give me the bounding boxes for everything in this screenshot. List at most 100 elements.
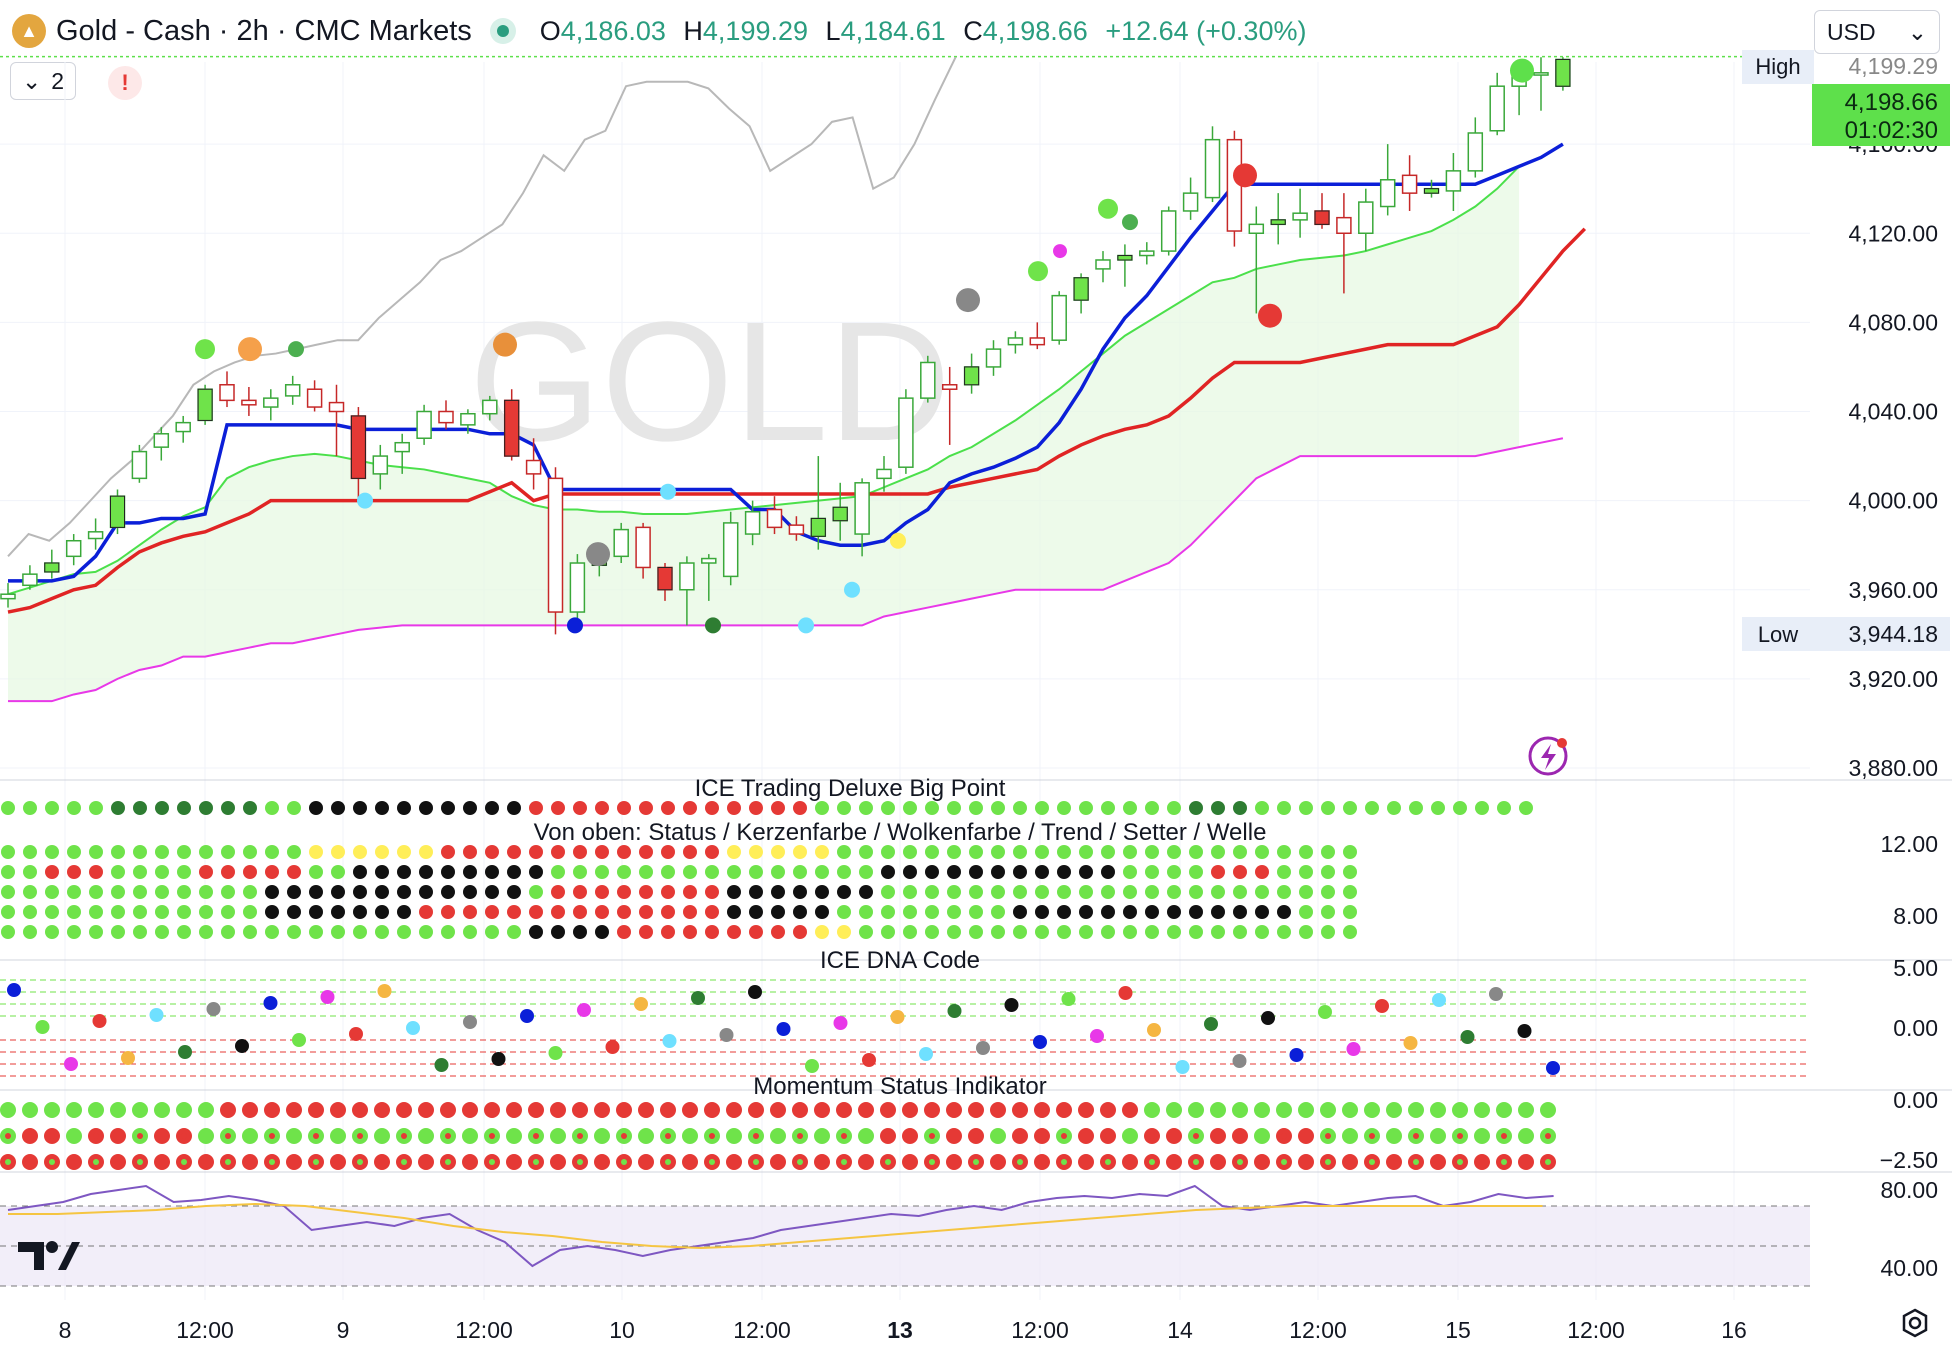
symbol-title[interactable]: Gold - Cash · 2h · CMC Markets bbox=[56, 14, 472, 47]
candle bbox=[569, 562, 586, 613]
status-dot bbox=[815, 885, 829, 899]
y-tick-label: 3,880.00 bbox=[1848, 755, 1938, 781]
dna-dot bbox=[719, 1028, 734, 1042]
status-dot bbox=[287, 845, 301, 859]
status-dot bbox=[1211, 925, 1225, 939]
candle bbox=[941, 384, 958, 390]
momentum-core bbox=[533, 1159, 539, 1165]
momentum-core bbox=[1501, 1133, 1507, 1139]
status-dot bbox=[1211, 845, 1225, 859]
status-dot bbox=[1013, 885, 1027, 899]
status-dot bbox=[67, 845, 81, 859]
candle bbox=[788, 524, 805, 535]
status-dot bbox=[573, 801, 587, 815]
signal-dot bbox=[956, 288, 980, 313]
status-dot bbox=[727, 925, 741, 939]
momentum-dot bbox=[110, 1154, 126, 1170]
settings-icon[interactable] bbox=[1900, 1308, 1930, 1343]
momentum-core bbox=[841, 1133, 847, 1139]
x-tick-label: 12:00 bbox=[176, 1317, 234, 1343]
status-dot bbox=[1343, 885, 1357, 899]
candle bbox=[219, 384, 235, 402]
momentum-core bbox=[1193, 1159, 1199, 1165]
status-dot bbox=[529, 865, 543, 879]
status-dot bbox=[1079, 801, 1093, 815]
dna-dot bbox=[662, 1034, 677, 1048]
momentum-dot bbox=[1034, 1128, 1050, 1144]
status-dot bbox=[177, 905, 191, 919]
signal-dot bbox=[195, 339, 215, 360]
candle bbox=[1051, 294, 1067, 341]
dna-dot bbox=[121, 1051, 135, 1065]
last-price-value: 4,198.66 bbox=[1845, 89, 1938, 116]
status-dot bbox=[1277, 845, 1291, 859]
momentum-core bbox=[1017, 1133, 1023, 1139]
status-dot bbox=[1101, 925, 1115, 939]
market-open-icon bbox=[489, 18, 516, 44]
status-dot bbox=[1101, 885, 1115, 899]
status-dot bbox=[1013, 865, 1027, 879]
momentum-dot bbox=[374, 1154, 390, 1170]
currency-select[interactable]: USD ⌄ bbox=[1814, 10, 1940, 54]
momentum-core bbox=[357, 1133, 363, 1139]
alert-icon[interactable]: ! bbox=[108, 66, 142, 100]
momentum-dot bbox=[726, 1102, 742, 1118]
candle-signal bbox=[1073, 277, 1089, 301]
status-dot bbox=[1145, 905, 1159, 919]
momentum-dot bbox=[1078, 1128, 1094, 1144]
status-dot bbox=[221, 925, 235, 939]
status-dot bbox=[551, 885, 565, 899]
dna-dot bbox=[1261, 1011, 1275, 1025]
signal-dot bbox=[1510, 58, 1534, 83]
dna-dot bbox=[292, 1033, 306, 1047]
momentum-dot bbox=[1518, 1128, 1534, 1144]
lightning-icon[interactable] bbox=[1528, 736, 1568, 776]
status-dot bbox=[177, 925, 191, 939]
status-dot bbox=[859, 885, 873, 899]
status-dot bbox=[507, 801, 521, 815]
momentum-core bbox=[797, 1133, 803, 1139]
status-dot bbox=[45, 865, 59, 879]
status-dot bbox=[881, 865, 895, 879]
status-dot bbox=[969, 801, 983, 815]
status-dot bbox=[331, 885, 345, 899]
signal-dot bbox=[1258, 303, 1282, 328]
tradingview-logo-icon[interactable] bbox=[16, 1238, 80, 1279]
status-dot bbox=[485, 865, 499, 879]
status-dot bbox=[1013, 845, 1027, 859]
status-dot bbox=[859, 801, 873, 815]
momentum-dot bbox=[88, 1102, 104, 1118]
status-dot bbox=[969, 925, 983, 939]
status-dot bbox=[639, 925, 653, 939]
momentum-dot bbox=[462, 1102, 478, 1118]
momentum-dot bbox=[902, 1102, 918, 1118]
momentum-dot bbox=[748, 1102, 764, 1118]
dna-dot bbox=[1375, 999, 1389, 1013]
candle bbox=[898, 397, 914, 468]
dna-dot bbox=[605, 1040, 620, 1054]
status-dot bbox=[1343, 845, 1357, 859]
momentum-core bbox=[1501, 1159, 1507, 1165]
dna-dot bbox=[149, 1008, 164, 1022]
status-dot bbox=[1343, 865, 1357, 879]
indicator-collapse-button[interactable]: ⌄ 2 bbox=[10, 62, 76, 100]
momentum-dot bbox=[198, 1102, 214, 1118]
momentum-dot bbox=[418, 1128, 434, 1144]
momentum-core bbox=[973, 1133, 979, 1139]
status-dot bbox=[67, 865, 81, 879]
dna-dot bbox=[1090, 1029, 1104, 1043]
status-dot bbox=[1, 801, 15, 815]
momentum-dot bbox=[22, 1102, 38, 1118]
chart-header: ▲ Gold - Cash · 2h · CMC Markets O4,186.… bbox=[0, 0, 1810, 62]
status-dot bbox=[1145, 925, 1159, 939]
series-red-line bbox=[7, 227, 1587, 614]
status-dot bbox=[1255, 925, 1269, 939]
momentum-dot bbox=[176, 1102, 192, 1118]
dna-dot bbox=[1517, 1024, 1532, 1038]
momentum-dot bbox=[1298, 1102, 1314, 1118]
momentum-dot bbox=[1078, 1154, 1094, 1170]
momentum-dot bbox=[330, 1154, 346, 1170]
momentum-core bbox=[621, 1159, 627, 1165]
status-dot bbox=[771, 885, 785, 899]
